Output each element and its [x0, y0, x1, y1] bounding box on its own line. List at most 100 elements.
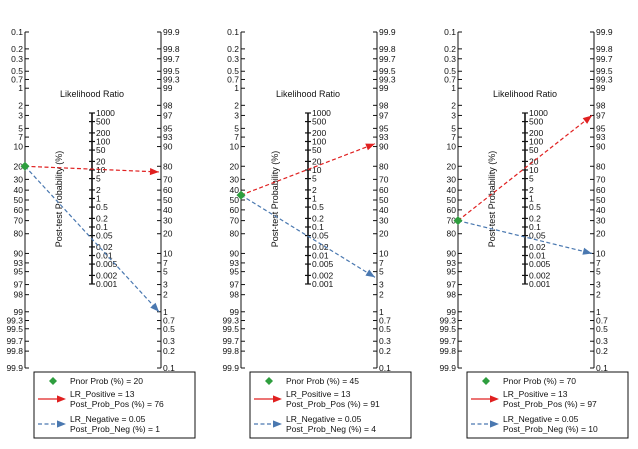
post-axis-tick-label: 99: [596, 83, 606, 93]
prior-axis-tick-label: 10: [230, 142, 240, 152]
prior-probability-marker: [20, 161, 30, 171]
post-axis-tick-label: 99.8: [163, 44, 180, 54]
lr-axis-tick-label: 0.1: [529, 222, 541, 232]
prior-axis-tick-label: 99.5: [439, 324, 456, 334]
post-axis-tick-label: 60: [163, 185, 173, 195]
positive-lr-arrowhead: [365, 143, 375, 151]
lr-axis-tick-label: 0.005: [312, 259, 334, 269]
lr-axis-tick-label: 50: [312, 145, 322, 155]
lr-axis-tick-label: 0.05: [529, 231, 546, 241]
prior-axis-tick-label: 40: [447, 185, 457, 195]
legend-negative-arrowhead: [57, 420, 66, 428]
lr-axis-tick-label: 5: [529, 174, 534, 184]
lr-axis-tick-label: 1000: [529, 108, 548, 118]
prior-axis-tick-label: 90: [14, 248, 24, 258]
lr-axis-tick-label: 0.001: [529, 279, 551, 289]
prior-axis-tick-label: 2: [234, 100, 239, 110]
post-axis-tick-label: 0.1: [596, 363, 608, 373]
prior-axis-tick-label: 70: [14, 216, 24, 226]
prior-axis-tick-label: 3: [451, 110, 456, 120]
post-test-probability-label: Post-test Probability (%): [270, 151, 280, 248]
legend-prior-text: Pnor Prob (%) = 20: [70, 376, 143, 386]
prior-axis-tick-label: 99.8: [6, 346, 23, 356]
lr-axis-tick-label: 0.01: [96, 251, 113, 261]
lr-axis-tick-label: 0.1: [96, 222, 108, 232]
post-axis-tick-label: 99.8: [379, 44, 396, 54]
lr-axis-tick-label: 20: [529, 156, 539, 166]
post-axis-tick-label: 3: [379, 280, 384, 290]
post-axis-tick-label: 0.7: [163, 316, 175, 326]
prior-axis-tick-label: 40: [14, 185, 24, 195]
post-axis-tick-label: 0.2: [379, 346, 391, 356]
lr-axis-tick-label: 0.002: [529, 270, 551, 280]
post-axis-tick-label: 70: [163, 174, 173, 184]
lr-axis-tick-label: 0.02: [312, 242, 329, 252]
prior-axis-tick-label: 0.3: [227, 54, 239, 64]
prior-axis-tick-label: 7: [451, 132, 456, 142]
post-axis-tick-label: 70: [379, 174, 389, 184]
lr-axis-tick-label: 0.01: [312, 251, 329, 261]
prior-axis-tick-label: 97: [230, 280, 240, 290]
lr-axis-title: Likelihood Ratio: [276, 89, 340, 99]
prior-axis-tick-label: 80: [230, 229, 240, 239]
prior-axis-tick-label: 80: [14, 229, 24, 239]
prior-axis-tick-label: 93: [447, 258, 457, 268]
prior-axis-tick-label: 99.3: [439, 316, 456, 326]
lr-axis-tick-label: 2: [96, 185, 101, 195]
prior-axis-tick-label: 1: [451, 83, 456, 93]
prior-axis-tick-label: 2: [18, 100, 23, 110]
lr-axis-tick-label: 100: [529, 137, 543, 147]
prior-axis-tick-label: 60: [230, 205, 240, 215]
prior-axis-tick-label: 0.2: [11, 44, 23, 54]
post-axis-tick-label: 30: [379, 216, 389, 226]
negative-lr-line: [240, 194, 376, 278]
prior-axis-tick-label: 50: [447, 195, 457, 205]
prior-axis-tick-label: 99.9: [6, 363, 23, 373]
post-axis-tick-label: 5: [379, 267, 384, 277]
legend-prior-marker: [482, 377, 490, 385]
prior-axis-tick-label: 80: [447, 229, 457, 239]
post-axis-tick-label: 0.3: [379, 336, 391, 346]
post-axis-tick-label: 10: [379, 248, 389, 258]
prior-axis-tick-label: 2: [451, 100, 456, 110]
prior-axis-tick-label: 93: [230, 258, 240, 268]
post-axis-tick-label: 80: [379, 161, 389, 171]
prior-axis-tick-label: 0.7: [227, 74, 239, 84]
post-axis-tick-label: 0.7: [379, 316, 391, 326]
legend-positive-text-1: LR_Positive = 13: [286, 389, 351, 399]
positive-lr-line: [457, 114, 593, 222]
post-axis-tick-label: 99.5: [379, 66, 396, 76]
prior-axis-tick-label: 99.8: [222, 346, 239, 356]
legend-negative-text-1: LR_Negative = 0.05: [286, 414, 362, 424]
lr-axis-tick-label: 0.001: [312, 279, 334, 289]
lr-axis-title: Likelihood Ratio: [60, 89, 124, 99]
post-axis-tick-label: 99: [163, 83, 173, 93]
prior-axis-tick-label: 0.1: [11, 27, 23, 37]
legend-box: [249, 371, 412, 439]
post-axis-tick-label: 0.1: [379, 363, 391, 373]
post-axis-tick-label: 90: [379, 142, 389, 152]
prior-axis-tick-label: 0.2: [227, 44, 239, 54]
legend-positive-text-1: LR_Positive = 13: [70, 389, 135, 399]
prior-axis-tick-label: 10: [447, 142, 457, 152]
lr-axis-tick-label: 1: [312, 194, 317, 204]
post-axis-tick-label: 99.3: [379, 74, 396, 84]
lr-axis-tick-label: 0.05: [312, 231, 329, 241]
prior-axis-tick-label: 3: [234, 110, 239, 120]
post-axis-tick-label: 30: [596, 216, 606, 226]
post-axis-tick-label: 99.5: [163, 66, 180, 76]
legend-box: [466, 371, 629, 439]
prior-axis-tick-label: 70: [230, 216, 240, 226]
prior-axis-tick-label: 5: [18, 123, 23, 133]
post-axis-tick-label: 1: [163, 307, 168, 317]
post-axis-tick-label: 93: [596, 132, 606, 142]
lr-axis-tick-label: 50: [529, 145, 539, 155]
post-axis-tick-label: 99.9: [379, 27, 396, 37]
lr-axis-tick-label: 200: [96, 128, 110, 138]
post-axis-tick-label: 93: [379, 132, 389, 142]
prior-axis-tick-label: 93: [14, 258, 24, 268]
prior-axis-tick-label: 97: [447, 280, 457, 290]
lr-axis-tick-label: 5: [312, 174, 317, 184]
lr-axis-tick-label: 0.005: [529, 259, 551, 269]
